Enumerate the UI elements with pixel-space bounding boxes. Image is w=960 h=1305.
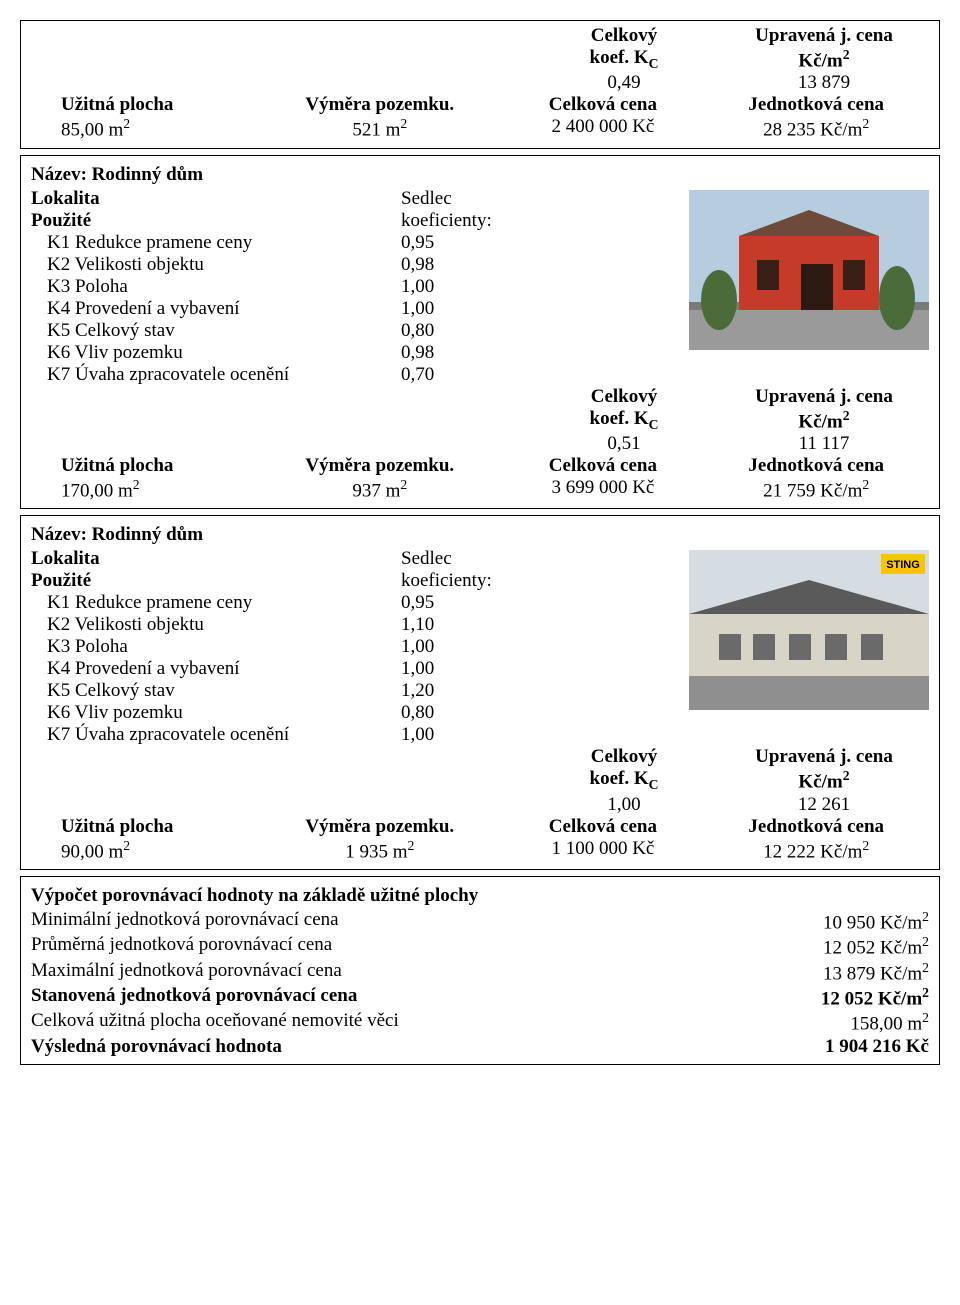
col-unit-value: 28 235 Kč/m2: [703, 116, 929, 141]
unit-price-value: 13 879: [719, 72, 929, 94]
col-total-header: Celková cena: [502, 94, 703, 116]
kc-header: Celkový koef. KC: [529, 386, 719, 433]
comparable-title: Název: Rodinný dům: [31, 520, 929, 548]
kc-value: 0,49: [529, 72, 719, 94]
kc-header: Celkový koef. KC: [529, 25, 719, 72]
summary-title: Výpočet porovnávací hodnoty na základě u…: [31, 881, 929, 909]
comparable-2: STING Název: Rodinný dům LokalitaSedlec …: [20, 515, 940, 870]
photo-comparable-2: STING: [689, 550, 929, 710]
unit-price-header: Upravená j. cena Kč/m2: [719, 25, 929, 72]
col-land-value: 521 m2: [257, 116, 502, 141]
col-area-header: Užitná plocha: [31, 94, 257, 116]
svg-text:STING: STING: [886, 559, 920, 571]
unit-price-header: Upravená j. cena Kč/m2: [719, 386, 929, 433]
comparable-title: Název: Rodinný dům: [31, 160, 929, 188]
col-unit-header: Jednotková cena: [703, 94, 929, 116]
col-total-value: 2 400 000 Kč: [502, 116, 703, 141]
photo-comparable-1: [689, 190, 929, 350]
summary-block: Výpočet porovnávací hodnoty na základě u…: [20, 876, 940, 1065]
col-land-header: Výměra pozemku.: [257, 94, 502, 116]
unit-price-header: Upravená j. cena Kč/m2: [719, 746, 929, 793]
comparable-summary-0: Celkový koef. KC Upravená j. cena Kč/m2 …: [20, 20, 940, 149]
kc-header: Celkový koef. KC: [529, 746, 719, 793]
col-area-value: 85,00 m2: [31, 116, 257, 141]
comparable-1: Název: Rodinný dům LokalitaSedlec Použit…: [20, 155, 940, 510]
